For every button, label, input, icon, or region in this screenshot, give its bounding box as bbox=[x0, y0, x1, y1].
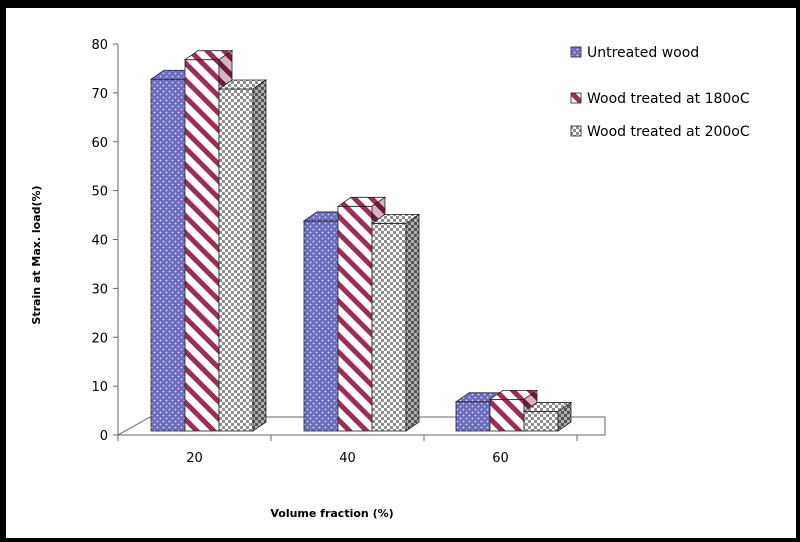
legend-swatch bbox=[570, 92, 582, 104]
bar bbox=[522, 401, 573, 432]
legend-label: Wood treated at 180oC bbox=[587, 91, 750, 107]
legend-swatch bbox=[570, 46, 582, 58]
legend-item: Untreated wood bbox=[570, 45, 699, 61]
y-tick-label: 60 bbox=[91, 136, 108, 151]
bar bbox=[217, 79, 268, 432]
x-tick-label: 20 bbox=[186, 451, 203, 466]
x-axis-title: Volume fraction (%) bbox=[270, 507, 393, 520]
legend-label: Untreated wood bbox=[587, 45, 699, 61]
legend-item: Wood treated at 180oC bbox=[570, 91, 750, 107]
x-tick-label: 40 bbox=[339, 451, 356, 466]
legend-swatch bbox=[570, 125, 582, 137]
y-tick-label: 50 bbox=[91, 185, 108, 200]
y-tick-label: 10 bbox=[91, 380, 108, 395]
bar bbox=[370, 213, 421, 432]
y-tick-label: 30 bbox=[91, 282, 108, 297]
y-tick-label: 0 bbox=[100, 429, 108, 444]
y-axis-title: Strain at Max. load(%) bbox=[30, 185, 43, 324]
y-tick-label: 40 bbox=[91, 234, 108, 249]
legend-item: Wood treated at 200oC bbox=[570, 124, 750, 140]
y-tick-label: 80 bbox=[91, 38, 108, 53]
legend-label: Wood treated at 200oC bbox=[587, 124, 750, 140]
y-tick-label: 70 bbox=[91, 87, 108, 102]
x-tick-label: 60 bbox=[492, 451, 509, 466]
y-tick-label: 20 bbox=[91, 331, 108, 346]
